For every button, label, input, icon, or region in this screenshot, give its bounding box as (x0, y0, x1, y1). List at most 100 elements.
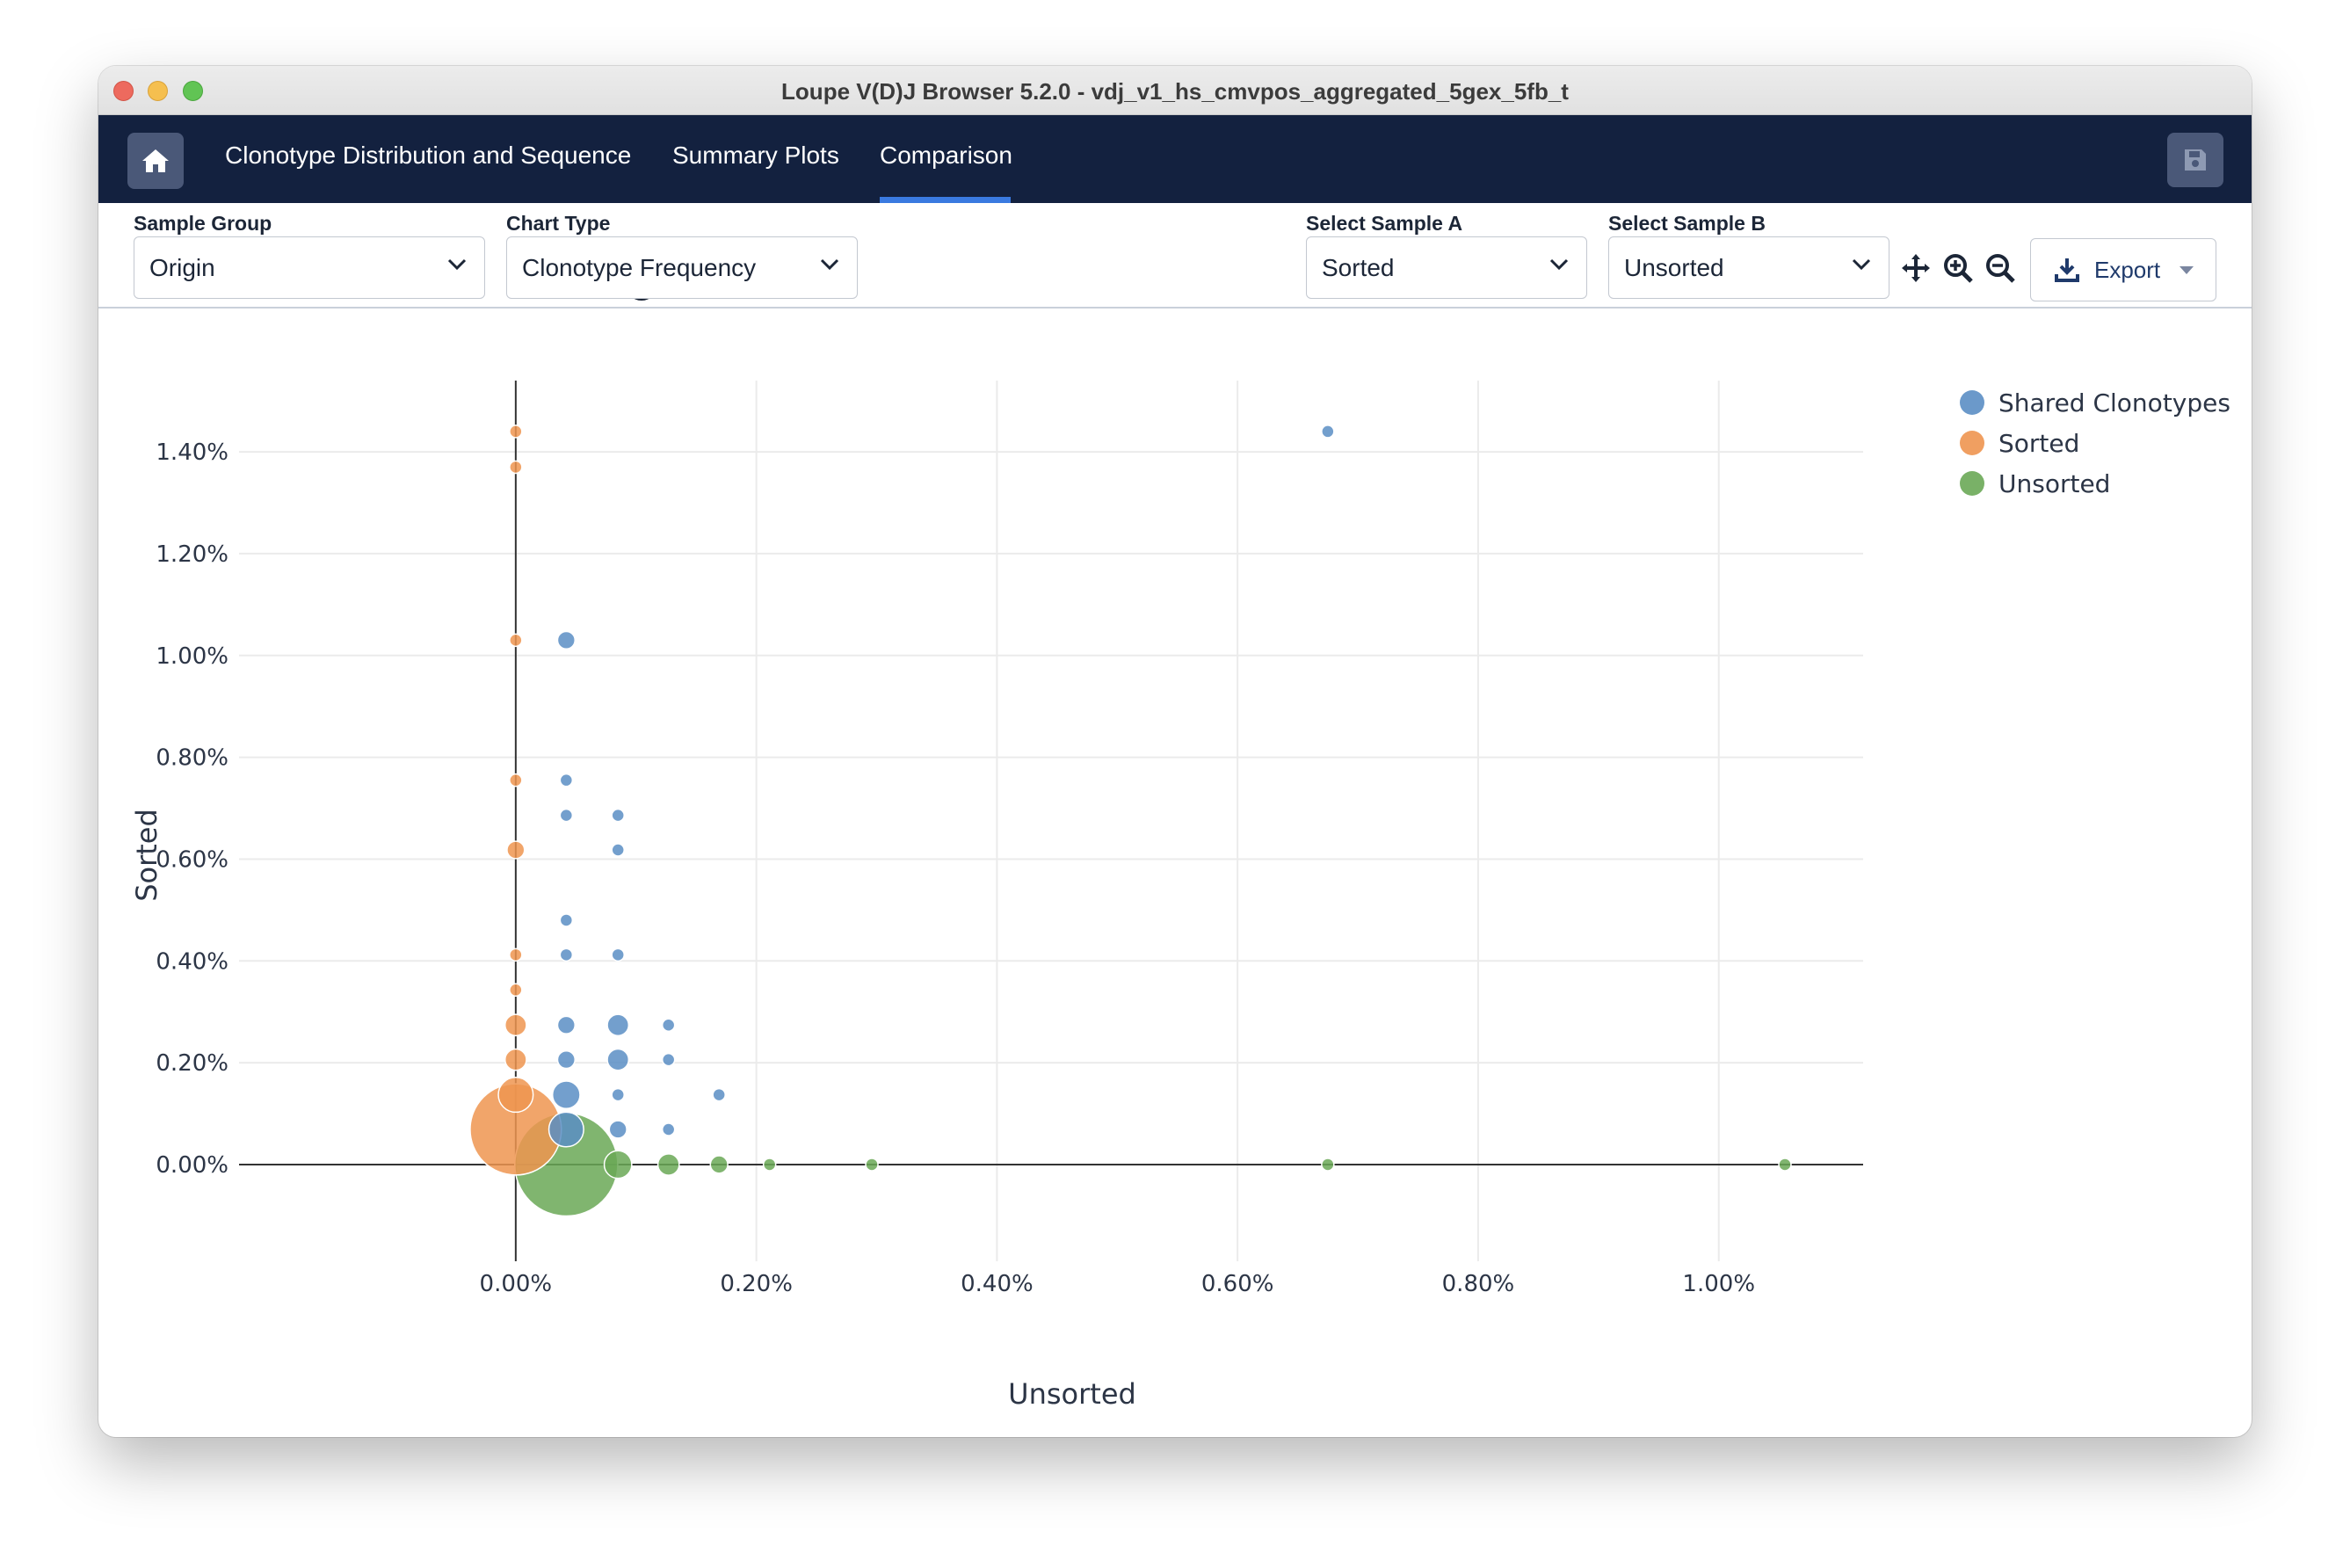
legend-marker (1960, 390, 1984, 415)
data-point-shared-clonotypes (661, 1052, 676, 1067)
y-tick-label: 0.00% (156, 1152, 228, 1179)
data-point-sorted (497, 1077, 534, 1114)
tab-clonotype-distribution[interactable]: Clonotype Distribution and Sequence (225, 142, 632, 169)
active-tab-indicator (880, 197, 1011, 203)
x-tick-label: 0.40% (961, 1271, 1034, 1297)
data-point-shared-clonotypes (661, 1018, 676, 1033)
x-tick-label: 0.60% (1201, 1271, 1274, 1297)
zoom-out-icon[interactable] (1984, 252, 2016, 284)
close-window-button[interactable] (113, 81, 134, 101)
data-point-sorted (509, 460, 523, 475)
chart-type-label: Chart Type (506, 212, 611, 235)
tab-summary-plots[interactable]: Summary Plots (672, 142, 839, 169)
data-point-sorted (504, 1048, 527, 1071)
save-button[interactable] (2167, 133, 2223, 187)
legend-label: Sorted (1998, 429, 2079, 458)
app-window: Loupe V(D)J Browser 5.2.0 - vdj_v1_hs_cm… (98, 66, 2252, 1437)
clonotype-frequency-scatter-plot[interactable]: 0.00% 0.20% 0.40% 0.60% 0.80% 1.00% 0.00% 0.20%… (98, 310, 2252, 1437)
data-point-unsorted (1321, 1158, 1335, 1172)
export-button[interactable]: Export (2030, 238, 2216, 301)
sample-a-value: Sorted (1322, 254, 1395, 281)
data-point-shared-clonotypes (1321, 425, 1335, 439)
window-title: Loupe V(D)J Browser 5.2.0 - vdj_v1_hs_cm… (781, 78, 1569, 105)
chevron-down-icon (1852, 258, 1871, 271)
caret-down-icon (2180, 266, 2194, 274)
chart-type-select[interactable]: Clonotype Frequency (506, 236, 858, 299)
x-tick-label: 1.00% (1682, 1271, 1755, 1297)
chevron-down-icon (447, 258, 467, 271)
data-point-unsorted (603, 1150, 633, 1180)
x-axis-label: Unsorted (1008, 1377, 1136, 1411)
data-point-sorted (509, 947, 523, 962)
chart-controls-toolbar: Sample Group Origin Chart Type ? Clonoty… (98, 203, 2252, 309)
data-point-shared-clonotypes (611, 1087, 625, 1102)
data-point-shared-clonotypes (611, 843, 625, 857)
sample-a-select[interactable]: Sorted (1306, 236, 1587, 299)
data-point-shared-clonotypes (556, 1049, 576, 1070)
data-point-unsorted (865, 1158, 879, 1172)
legend-marker (1960, 471, 1984, 496)
chevron-down-icon (1549, 258, 1569, 271)
sample-b-label: Select Sample B (1608, 212, 1766, 235)
y-tick-label: 1.20% (156, 541, 228, 568)
minimize-window-button[interactable] (148, 81, 168, 101)
legend-marker (1960, 431, 1984, 455)
data-point-shared-clonotypes (548, 1111, 584, 1148)
data-points (469, 425, 1792, 1217)
data-point-shared-clonotypes (559, 773, 574, 788)
data-point-shared-clonotypes (556, 630, 576, 650)
legend-label: Shared Clonotypes (1998, 388, 2230, 417)
sample-group-value: Origin (149, 254, 215, 281)
data-point-shared-clonotypes (606, 1013, 630, 1037)
data-point-shared-clonotypes (611, 947, 625, 962)
data-point-unsorted (709, 1155, 729, 1174)
data-point-shared-clonotypes (608, 1120, 627, 1139)
data-point-shared-clonotypes (606, 1048, 630, 1071)
data-point-sorted (506, 840, 526, 860)
top-navigation: Clonotype Distribution and Sequence Summ… (98, 115, 2252, 203)
home-button[interactable] (127, 133, 184, 189)
home-icon (142, 149, 169, 172)
data-point-shared-clonotypes (559, 913, 574, 927)
y-tick-label: 0.20% (156, 1050, 228, 1077)
save-icon (2185, 149, 2206, 171)
sample-a-label: Select Sample A (1306, 212, 1463, 235)
sample-b-select[interactable]: Unsorted (1608, 236, 1889, 299)
data-point-shared-clonotypes (559, 947, 574, 962)
data-point-sorted (509, 773, 523, 788)
download-icon (2055, 258, 2079, 282)
zoom-in-icon[interactable] (1942, 252, 1974, 284)
title-bar: Loupe V(D)J Browser 5.2.0 - vdj_v1_hs_cm… (98, 66, 2252, 115)
x-tick-label: 0.80% (1442, 1271, 1515, 1297)
y-axis-label: Sorted (130, 809, 163, 902)
data-point-shared-clonotypes (611, 808, 625, 823)
export-label: Export (2094, 257, 2161, 283)
data-point-sorted (509, 983, 523, 998)
tab-comparison[interactable]: Comparison (880, 142, 1012, 169)
x-tick-label: 0.20% (720, 1271, 793, 1297)
chart-type-value: Clonotype Frequency (522, 254, 757, 281)
sample-group-label: Sample Group (134, 212, 272, 235)
sample-b-value: Unsorted (1624, 254, 1724, 281)
y-tick-label: 1.40% (156, 439, 228, 466)
x-tick-label: 0.00% (480, 1271, 553, 1297)
data-point-sorted (509, 425, 523, 439)
data-point-shared-clonotypes (661, 1122, 676, 1136)
y-tick-label: 1.00% (156, 643, 228, 670)
legend-label: Unsorted (1998, 469, 2110, 498)
data-point-shared-clonotypes (712, 1087, 726, 1102)
data-point-unsorted (1778, 1158, 1792, 1172)
zoom-window-button[interactable] (183, 81, 203, 101)
data-point-unsorted (762, 1158, 777, 1172)
data-point-shared-clonotypes (556, 1015, 576, 1034)
y-tick-label: 0.60% (156, 846, 228, 873)
chevron-down-icon (820, 258, 839, 271)
legend: Shared Clonotypes Sorted Unsorted (1960, 388, 2230, 498)
y-tick-label: 0.80% (156, 745, 228, 772)
sample-group-select[interactable]: Origin (134, 236, 485, 299)
pan-icon[interactable] (1900, 252, 1932, 284)
data-point-sorted (504, 1013, 527, 1037)
chart-area: 0.00% 0.20% 0.40% 0.60% 0.80% 1.00% 0.00% 0.20%… (98, 310, 2252, 1437)
data-point-shared-clonotypes (559, 808, 574, 823)
data-point-shared-clonotypes (551, 1080, 581, 1110)
